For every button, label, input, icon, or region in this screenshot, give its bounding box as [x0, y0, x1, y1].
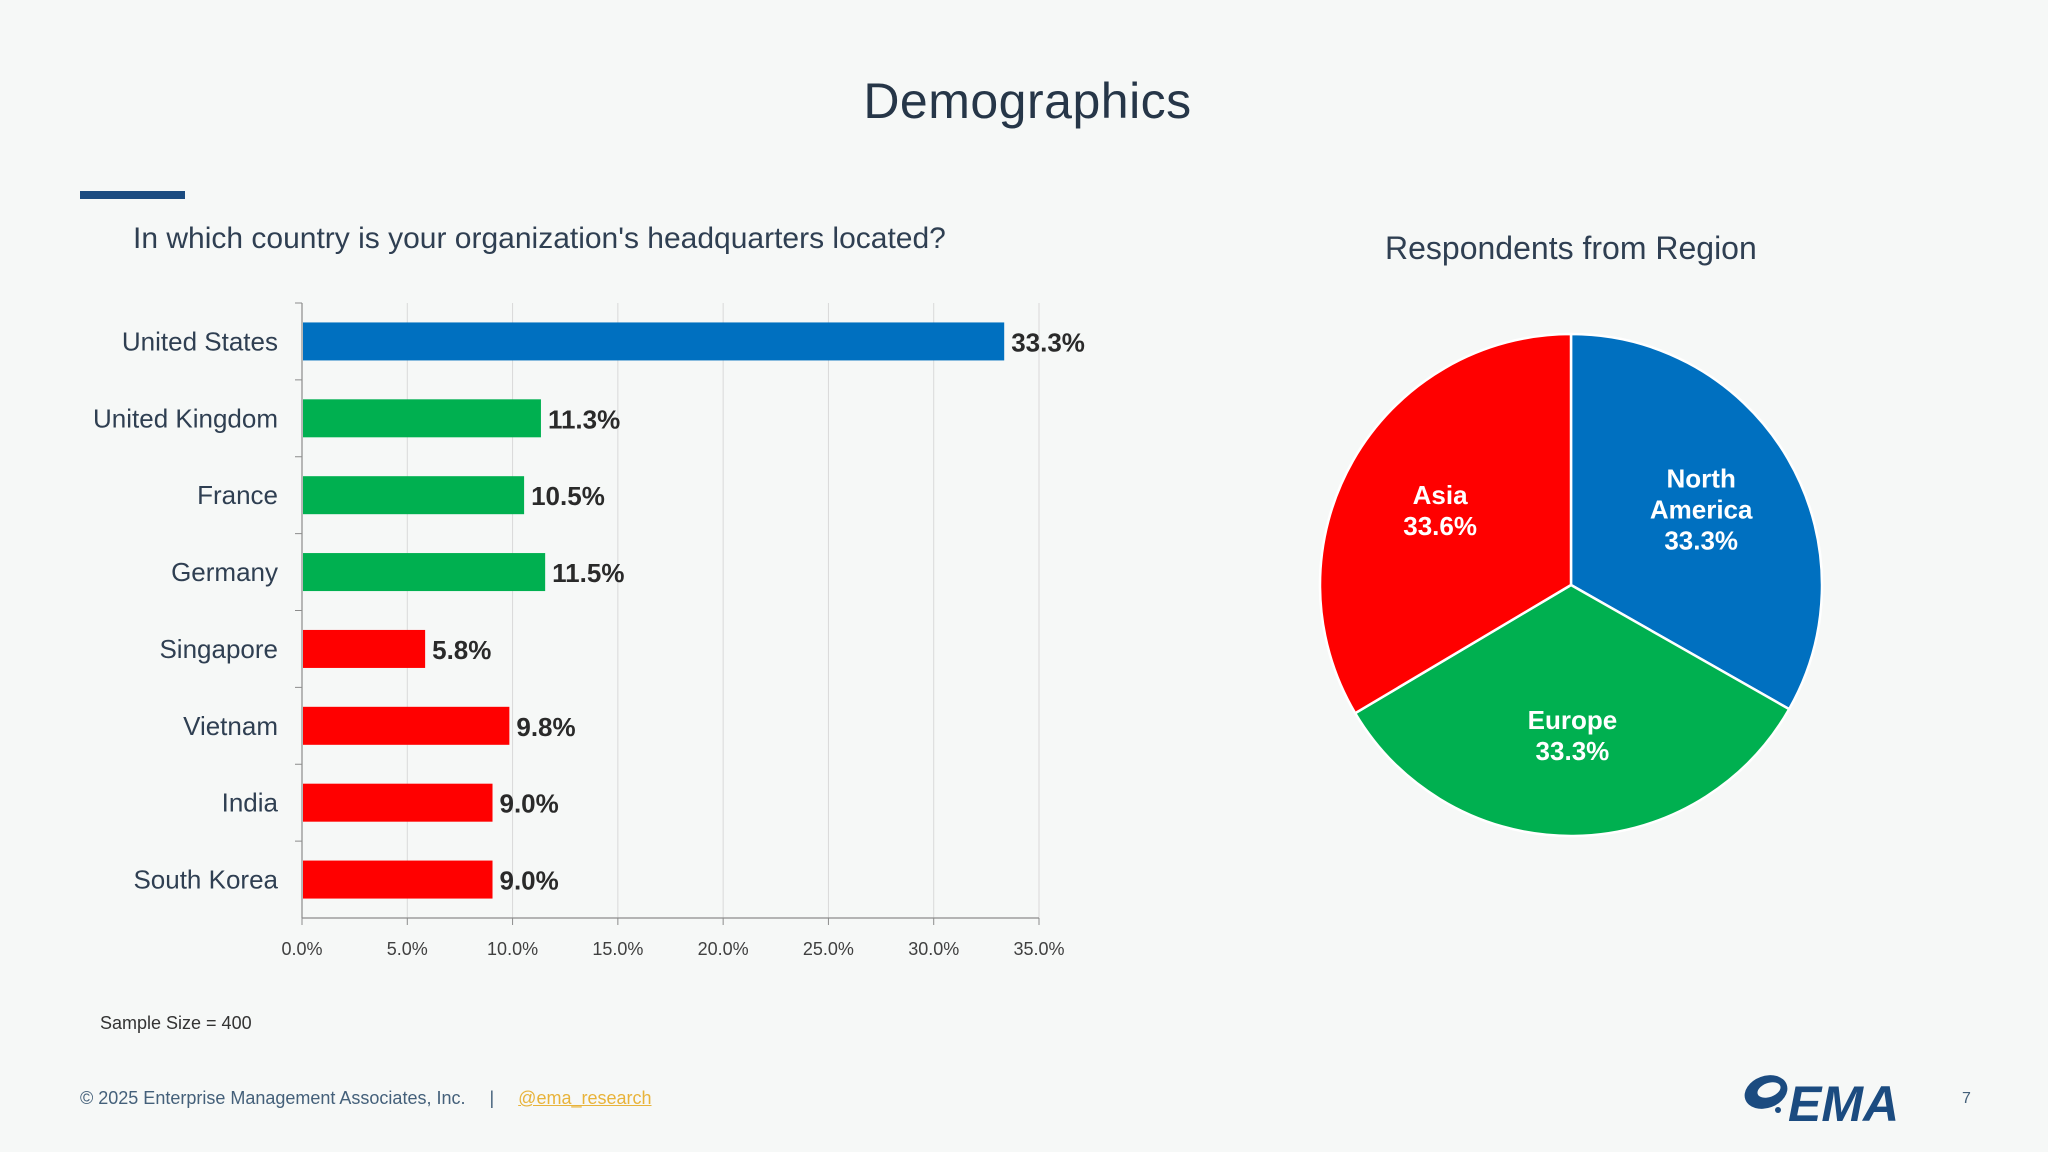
- category-label: Germany: [171, 557, 278, 587]
- data-label: 5.8%: [432, 635, 491, 665]
- ema-logo: EMA: [1744, 1075, 1899, 1126]
- category-label: South Korea: [133, 865, 278, 895]
- logo-text: EMA: [1788, 1076, 1899, 1126]
- pie-slice: [1318, 332, 1573, 715]
- bar: [303, 629, 426, 668]
- category-label: India: [222, 788, 279, 818]
- data-label: 11.5%: [552, 558, 624, 588]
- data-label: 10.5%: [531, 481, 605, 511]
- pie-chart-title: Respondents from Region: [1385, 230, 1757, 266]
- bar: [303, 399, 541, 438]
- sample-size-note: Sample Size = 400: [100, 1013, 252, 1033]
- page-number: 7: [1962, 1090, 1971, 1107]
- data-label: 9.8%: [516, 712, 575, 742]
- x-tick-label: 5.0%: [387, 939, 428, 959]
- data-label: 9.0%: [500, 866, 559, 896]
- copyright-text: © 2025 Enterprise Management Associates,…: [80, 1088, 466, 1108]
- x-tick-label: 25.0%: [803, 939, 854, 959]
- x-tick-label: 20.0%: [698, 939, 749, 959]
- footer-separator: |: [489, 1088, 495, 1108]
- pie-slice-label: Asia 33.6%: [1403, 480, 1477, 541]
- bar: [303, 476, 525, 515]
- pie-slice-label: North America 33.3%: [1650, 463, 1753, 555]
- x-tick-label: 30.0%: [908, 939, 959, 959]
- twitter-handle-link[interactable]: @ema_research: [518, 1088, 652, 1108]
- bar-chart: 0.0% 5.0% 10.0% 15.0% 20.0% 25.0% 30.0% 35.0% Un…: [93, 302, 1085, 959]
- category-label: Vietnam: [183, 711, 278, 741]
- bar: [303, 553, 546, 592]
- accent-bar: [80, 191, 185, 199]
- x-tick-label: 0.0%: [281, 939, 322, 959]
- bar: [303, 706, 510, 745]
- data-label: 9.0%: [500, 789, 559, 819]
- category-label: France: [197, 480, 278, 510]
- category-label: Singapore: [159, 634, 278, 664]
- pie-slice-label: Europe 33.3%: [1528, 705, 1618, 766]
- bar: [303, 783, 493, 822]
- pie-slice: [1353, 583, 1791, 838]
- data-label: 33.3%: [1011, 327, 1085, 357]
- x-tick-label: 10.0%: [487, 939, 538, 959]
- data-label: 11.3%: [548, 404, 620, 434]
- footer: © 2025 Enterprise Management Associates,…: [80, 1088, 652, 1109]
- category-label: United Kingdom: [93, 403, 278, 433]
- bar: [303, 860, 493, 899]
- x-tick-label: 35.0%: [1013, 939, 1064, 959]
- bar: [303, 322, 1005, 361]
- ema-swoosh-icon: [1744, 1075, 1788, 1113]
- category-label: United States: [122, 326, 278, 356]
- pie-chart: North America 33.3% Europe 33.3% Asia 33.6%: [1318, 332, 1824, 838]
- page-title: Demographics: [863, 73, 1192, 129]
- x-tick-label: 15.0%: [592, 939, 643, 959]
- pie-slice: [1569, 332, 1824, 711]
- bar-chart-title: In which country is your organization's …: [133, 222, 946, 255]
